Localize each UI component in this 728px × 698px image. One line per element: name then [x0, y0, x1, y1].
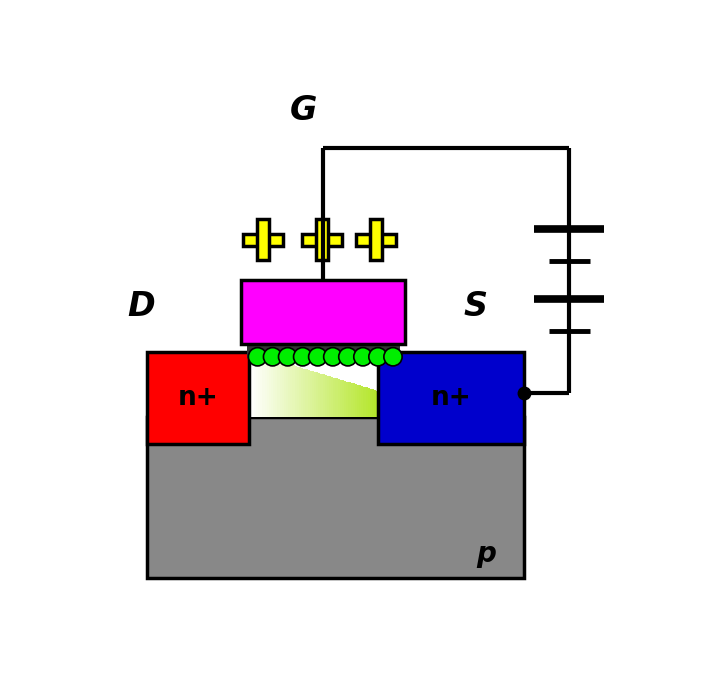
- Bar: [336, 378, 338, 417]
- Bar: [286, 364, 288, 417]
- Bar: [307, 370, 309, 417]
- Bar: [318, 373, 320, 417]
- Bar: [333, 378, 336, 417]
- Bar: [314, 372, 316, 417]
- Bar: [352, 383, 355, 417]
- Bar: [349, 383, 350, 417]
- Bar: [264, 357, 266, 417]
- Bar: [254, 354, 256, 417]
- Bar: [359, 385, 361, 417]
- Bar: [312, 371, 314, 417]
- Text: G: G: [290, 94, 317, 127]
- Text: n+: n+: [431, 385, 472, 411]
- Circle shape: [324, 348, 342, 366]
- Bar: [293, 365, 295, 417]
- Bar: [271, 359, 273, 417]
- Circle shape: [354, 348, 372, 366]
- Bar: [361, 386, 363, 417]
- Bar: [299, 367, 301, 417]
- Circle shape: [309, 348, 327, 366]
- Bar: [282, 362, 284, 417]
- Bar: [269, 358, 271, 417]
- Bar: [305, 369, 307, 417]
- Bar: [316, 219, 328, 260]
- Bar: [320, 373, 323, 417]
- Circle shape: [264, 348, 282, 366]
- Bar: [284, 363, 286, 417]
- Bar: [316, 373, 318, 417]
- Circle shape: [369, 348, 387, 366]
- Bar: [356, 234, 396, 246]
- Bar: [280, 362, 282, 417]
- Bar: [357, 385, 359, 417]
- Bar: [257, 219, 269, 260]
- Bar: [250, 352, 252, 417]
- Bar: [325, 375, 327, 417]
- Bar: [347, 382, 349, 417]
- Text: S: S: [463, 290, 487, 323]
- Bar: [338, 379, 340, 417]
- Bar: [372, 389, 374, 417]
- Bar: [365, 387, 368, 417]
- Bar: [252, 353, 254, 417]
- Bar: [355, 384, 357, 417]
- Bar: [309, 371, 312, 417]
- Bar: [304, 369, 305, 417]
- Bar: [262, 357, 264, 417]
- Bar: [376, 391, 379, 417]
- Bar: [329, 376, 331, 417]
- Bar: [374, 390, 376, 417]
- Bar: [242, 280, 405, 344]
- Bar: [344, 381, 347, 417]
- Bar: [290, 365, 293, 417]
- Circle shape: [293, 348, 312, 366]
- Bar: [302, 234, 342, 246]
- Bar: [242, 234, 283, 246]
- Bar: [258, 355, 260, 417]
- Text: D: D: [127, 290, 155, 323]
- Bar: [275, 360, 277, 417]
- Bar: [370, 219, 381, 260]
- Circle shape: [339, 348, 357, 366]
- Bar: [368, 388, 370, 417]
- Bar: [266, 357, 269, 417]
- Bar: [297, 366, 299, 417]
- Bar: [247, 344, 400, 358]
- Bar: [350, 383, 352, 417]
- Bar: [256, 355, 258, 417]
- Bar: [260, 356, 262, 417]
- Bar: [277, 361, 280, 417]
- Bar: [301, 368, 304, 417]
- Bar: [379, 352, 523, 444]
- Bar: [370, 389, 372, 417]
- Bar: [340, 380, 342, 417]
- Bar: [342, 380, 344, 417]
- Circle shape: [248, 348, 266, 366]
- Text: n+: n+: [178, 385, 219, 411]
- Bar: [363, 387, 365, 417]
- Bar: [323, 374, 325, 417]
- Bar: [147, 417, 523, 578]
- Bar: [295, 366, 297, 417]
- Bar: [273, 359, 275, 417]
- Bar: [327, 376, 329, 417]
- Circle shape: [279, 348, 297, 366]
- Bar: [288, 364, 290, 417]
- Bar: [147, 352, 250, 444]
- Bar: [331, 377, 333, 417]
- Text: p: p: [476, 540, 496, 568]
- Circle shape: [384, 348, 402, 366]
